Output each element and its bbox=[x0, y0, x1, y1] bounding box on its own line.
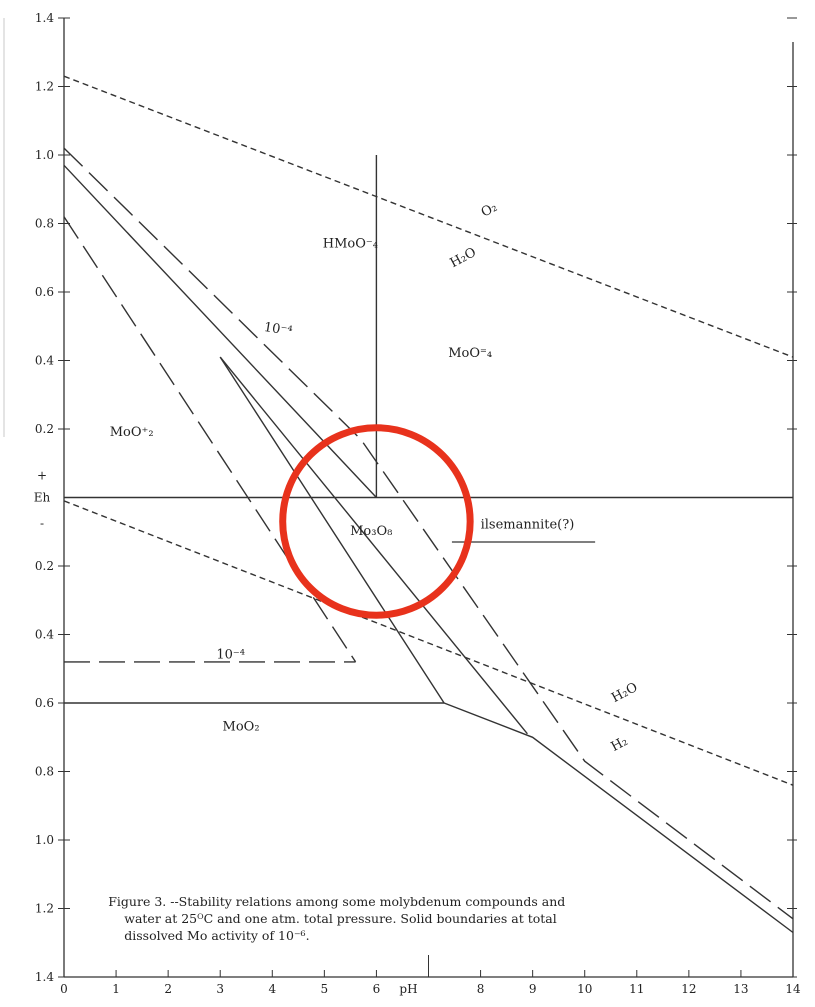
plot-label: O₂ bbox=[479, 200, 500, 221]
x-tick-label: 5 bbox=[321, 982, 329, 996]
y-axis-label: Eh bbox=[34, 491, 51, 505]
highlight-circle bbox=[279, 424, 474, 619]
boundary-line-short-dash bbox=[63, 75, 794, 358]
plot-label: MoO⁺₂ bbox=[110, 425, 154, 440]
x-tick-label: 14 bbox=[785, 982, 801, 996]
y-tick-label: 1.4 bbox=[35, 970, 54, 984]
y-tick-label: 0.8 bbox=[35, 217, 54, 231]
boundary-line-long-dash bbox=[63, 147, 794, 920]
x-tick-label: 9 bbox=[529, 982, 537, 996]
figure-caption-line: water at 25ᴼC and one atm. total pressur… bbox=[124, 911, 557, 926]
y-tick-label: 1.4 bbox=[35, 11, 54, 25]
plot-label: H₂ bbox=[609, 734, 631, 755]
x-tick-label: 3 bbox=[216, 982, 224, 996]
y-plus-sign: + bbox=[37, 469, 47, 483]
x-tick-label: 13 bbox=[733, 982, 748, 996]
y-tick-label: 0.2 bbox=[35, 559, 54, 573]
plot-label: ilsemannite(?) bbox=[481, 517, 575, 532]
y-tick-label: 1.0 bbox=[35, 833, 54, 847]
x-tick-label: 1 bbox=[112, 982, 120, 996]
figure-caption-line: Figure 3. --Stability relations among so… bbox=[108, 894, 565, 909]
x-tick-label: 10 bbox=[577, 982, 592, 996]
y-tick-label: 1.2 bbox=[35, 80, 54, 94]
x-tick-label: 4 bbox=[268, 982, 276, 996]
y-tick-label: 0.6 bbox=[35, 285, 54, 299]
y-tick-label: 0.4 bbox=[35, 354, 54, 368]
plot-label: 10⁻⁴ bbox=[263, 320, 294, 339]
x-tick-label: 0 bbox=[60, 982, 68, 996]
boundary-line-solid bbox=[219, 356, 528, 735]
figure-caption-line: dissolved Mo activity of 10⁻⁶. bbox=[124, 928, 309, 943]
y-tick-label: 0.2 bbox=[35, 422, 54, 436]
x-tick-label: 11 bbox=[629, 982, 644, 996]
x-tick-label: 6 bbox=[373, 982, 381, 996]
y-tick-label: 0.8 bbox=[35, 765, 54, 779]
y-minus-sign: - bbox=[40, 517, 44, 531]
plot-label: MoO₂ bbox=[223, 719, 260, 734]
boundary-line-solid bbox=[63, 164, 377, 498]
plot-label: HMoO⁻₄ bbox=[323, 236, 378, 251]
boundary-line-short-dash bbox=[63, 500, 794, 786]
y-tick-label: 1.0 bbox=[35, 148, 54, 162]
boundary-line-solid bbox=[443, 702, 794, 934]
boundary-line-long-dash bbox=[63, 216, 357, 663]
plot-label: 10⁻⁴ bbox=[216, 647, 245, 662]
boundary-line-solid bbox=[219, 356, 445, 704]
y-tick-label: 1.2 bbox=[35, 902, 54, 916]
y-tick-label: 0.4 bbox=[35, 628, 54, 642]
x-tick-label: 12 bbox=[681, 982, 696, 996]
plot-label: Mo₃O₈ bbox=[350, 524, 392, 539]
x-tick-label: 2 bbox=[164, 982, 172, 996]
plot-label: H₂O bbox=[448, 245, 479, 271]
x-tick-label: 8 bbox=[477, 982, 485, 996]
plot-label: MoO⁼₄ bbox=[448, 346, 492, 361]
x-axis-label: pH bbox=[399, 982, 417, 996]
y-tick-label: 0.6 bbox=[35, 696, 54, 710]
plot-label: H₂O bbox=[609, 680, 640, 706]
